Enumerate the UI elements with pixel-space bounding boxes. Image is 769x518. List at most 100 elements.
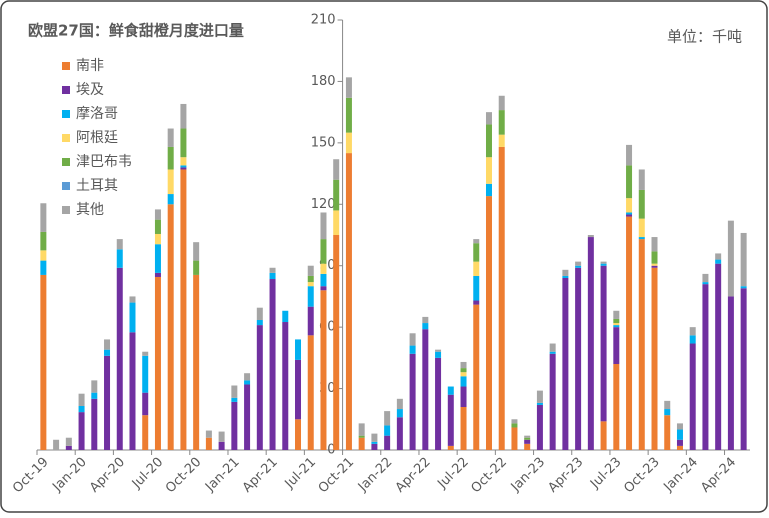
- legend-label: 阿根廷: [76, 130, 118, 146]
- bar-segment: [40, 203, 47, 232]
- bar-segment: [384, 435, 391, 450]
- legend-label: 其他: [76, 202, 104, 218]
- bar-segment: [320, 239, 327, 264]
- bar-segment: [218, 431, 225, 442]
- bar-segment: [702, 282, 709, 285]
- bar-segment: [613, 323, 620, 326]
- bar-segment: [626, 198, 633, 213]
- bar-segment: [333, 210, 340, 235]
- bar-segment: [524, 439, 531, 444]
- legend-label: 埃及: [76, 82, 104, 98]
- bar-segment: [626, 216, 633, 450]
- bar-segment: [689, 343, 696, 450]
- bar-segment: [651, 265, 658, 268]
- bar-segment: [740, 288, 747, 450]
- bar-segment: [460, 372, 467, 377]
- bar-segment: [154, 272, 161, 277]
- legend-label: 津巴布韦: [76, 154, 132, 170]
- bar-segment: [676, 423, 683, 430]
- bar-segment: [435, 349, 442, 352]
- bar-segment: [409, 333, 416, 346]
- bar-segment: [664, 409, 671, 416]
- y-tick-label: 150: [311, 135, 336, 150]
- legend-swatch: [62, 86, 70, 94]
- bar-segment: [715, 253, 722, 260]
- y-tick-label: 120: [311, 197, 336, 212]
- bar-segment: [575, 267, 582, 450]
- bar-segment: [638, 237, 645, 240]
- bar-segment: [180, 103, 187, 129]
- bar-segment: [422, 323, 429, 330]
- bar-segment: [295, 339, 302, 360]
- bar-segment: [740, 232, 747, 287]
- bar-segment: [498, 146, 505, 450]
- bar-segment: [358, 437, 365, 450]
- bar-segment: [104, 355, 111, 450]
- bar-segment: [562, 269, 569, 276]
- bar-segment: [575, 265, 582, 268]
- bar-segment: [689, 335, 696, 344]
- y-tick-label: 210: [311, 13, 336, 28]
- legend-label: 南非: [76, 58, 104, 74]
- bar-segment: [142, 415, 149, 450]
- bar-segment: [460, 368, 467, 373]
- bar-segment: [154, 233, 161, 245]
- bar-segment: [142, 351, 149, 356]
- bar-segment: [473, 243, 480, 262]
- legend-swatch: [62, 158, 70, 166]
- bar-segment: [511, 427, 518, 450]
- bar-segment: [307, 286, 314, 307]
- bar-segment: [40, 231, 47, 251]
- bar-segment: [307, 282, 314, 287]
- bar-segment: [154, 209, 161, 220]
- bar-segment: [549, 353, 556, 450]
- bar-segment: [613, 310, 620, 319]
- bar-segment: [320, 290, 327, 450]
- bar-segment: [460, 407, 467, 450]
- bar-segment: [485, 157, 492, 184]
- bar-segment: [638, 218, 645, 238]
- bar-segment: [473, 261, 480, 276]
- bar-segment: [626, 144, 633, 166]
- bar-segment: [244, 384, 251, 450]
- bar-segment: [116, 267, 123, 450]
- bar-segment: [91, 392, 98, 399]
- legend-swatch: [62, 182, 70, 190]
- bar-segment: [65, 445, 72, 450]
- bar-segment: [613, 327, 620, 364]
- bar-segment: [384, 425, 391, 436]
- bar-segment: [740, 286, 747, 289]
- bar-segment: [626, 214, 633, 217]
- bar-segment: [396, 417, 403, 450]
- bar-segment: [295, 359, 302, 420]
- bar-segment: [40, 250, 47, 261]
- bar-segment: [626, 212, 633, 215]
- bar-segment: [282, 310, 289, 323]
- bar-segment: [689, 327, 696, 336]
- bar-segment: [205, 430, 212, 438]
- bar-segment: [664, 400, 671, 410]
- bar-segment: [307, 306, 314, 336]
- legend-label: 土耳其: [76, 178, 118, 194]
- bar-segment: [78, 405, 85, 413]
- bar-segment: [422, 316, 429, 324]
- bar-segment: [269, 267, 276, 273]
- bar-segment: [53, 439, 60, 450]
- bar-segment: [562, 275, 569, 278]
- bar-segment: [282, 322, 289, 450]
- bar-segment: [473, 304, 480, 450]
- bar-segment: [231, 397, 238, 402]
- bar-segment: [651, 263, 658, 266]
- bar-segment: [485, 196, 492, 450]
- bar-segment: [307, 265, 314, 276]
- bar-segment: [104, 349, 111, 356]
- bar-segment: [587, 235, 594, 238]
- bar-segment: [626, 165, 633, 199]
- bar-segment: [142, 392, 149, 416]
- bar-segment: [524, 443, 531, 450]
- bar-segment: [167, 194, 174, 205]
- legend-swatch: [62, 110, 70, 118]
- bar-segment: [396, 409, 403, 418]
- bar-segment: [409, 353, 416, 450]
- bar-segment: [167, 128, 174, 147]
